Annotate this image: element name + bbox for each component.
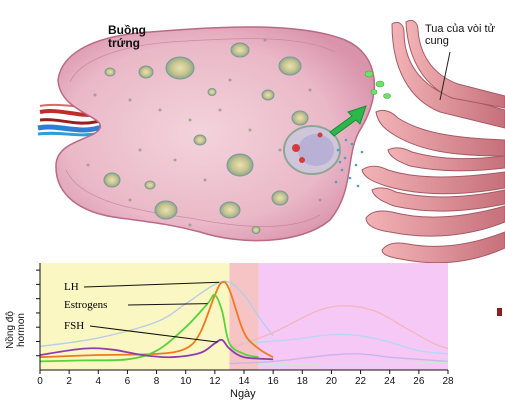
x-tick-label-22: 22: [355, 376, 367, 387]
series-label-fsh: FSH: [64, 320, 85, 332]
x-tick-label-8: 8: [154, 376, 160, 387]
x-tick-label-6: 6: [125, 376, 131, 387]
ovarian-follicles: [103, 42, 309, 234]
x-tick-label-24: 24: [384, 376, 396, 387]
released-cells: [334, 138, 368, 188]
hormone-chart: 0 2 4 6 8 10 12 14 16 18 20 22 24 26 28: [36, 263, 454, 387]
leader-line-fsh: [89, 325, 218, 343]
series-label-lh: LH: [64, 281, 79, 293]
series-label-estrogens: Estrogens: [64, 299, 108, 311]
background-series-line-7: [258, 361, 449, 366]
fimbriae-pointer: [439, 51, 451, 101]
ovary-label: Buồng trứng: [108, 23, 146, 50]
series-line-estrogens: [39, 294, 259, 363]
x-tick-label-28: 28: [442, 376, 454, 387]
x-tick-label-4: 4: [96, 376, 102, 387]
x-tick-label-14: 14: [238, 376, 250, 387]
leader-line-estrogens: [127, 303, 208, 306]
x-tick-label-16: 16: [268, 376, 280, 387]
background-series-line-5: [243, 333, 449, 355]
ovulation-arrow: [329, 105, 367, 137]
phase-band-2: [258, 263, 448, 370]
x-tick-label-18: 18: [297, 376, 309, 387]
x-tick-label-26: 26: [413, 376, 425, 387]
phase-band-0: [40, 263, 230, 370]
background-series-line-3: [39, 280, 274, 348]
x-axis-label: Ngày: [230, 388, 256, 400]
x-tick-label-10: 10: [180, 376, 192, 387]
series-line-fsh: [39, 338, 274, 361]
fimbriae: [361, 19, 505, 264]
background-series-line-6: [229, 353, 449, 365]
x-tick-label-20: 20: [326, 376, 338, 387]
fimbriae-label: Tua của vòi tử cung: [425, 23, 495, 47]
ovary-body: [55, 26, 376, 242]
leader-line-lh: [83, 281, 220, 288]
x-tick-label-0: 0: [37, 376, 43, 387]
background-series-line-4: [229, 305, 449, 350]
x-tick-label-12: 12: [209, 376, 221, 387]
ruptured-follicle: [283, 125, 341, 175]
y-axis-label: Nồng độ hormon: [5, 311, 27, 349]
x-tick-label-2: 2: [66, 376, 72, 387]
edge-marker: [497, 308, 502, 316]
released-ova: [364, 70, 391, 99]
